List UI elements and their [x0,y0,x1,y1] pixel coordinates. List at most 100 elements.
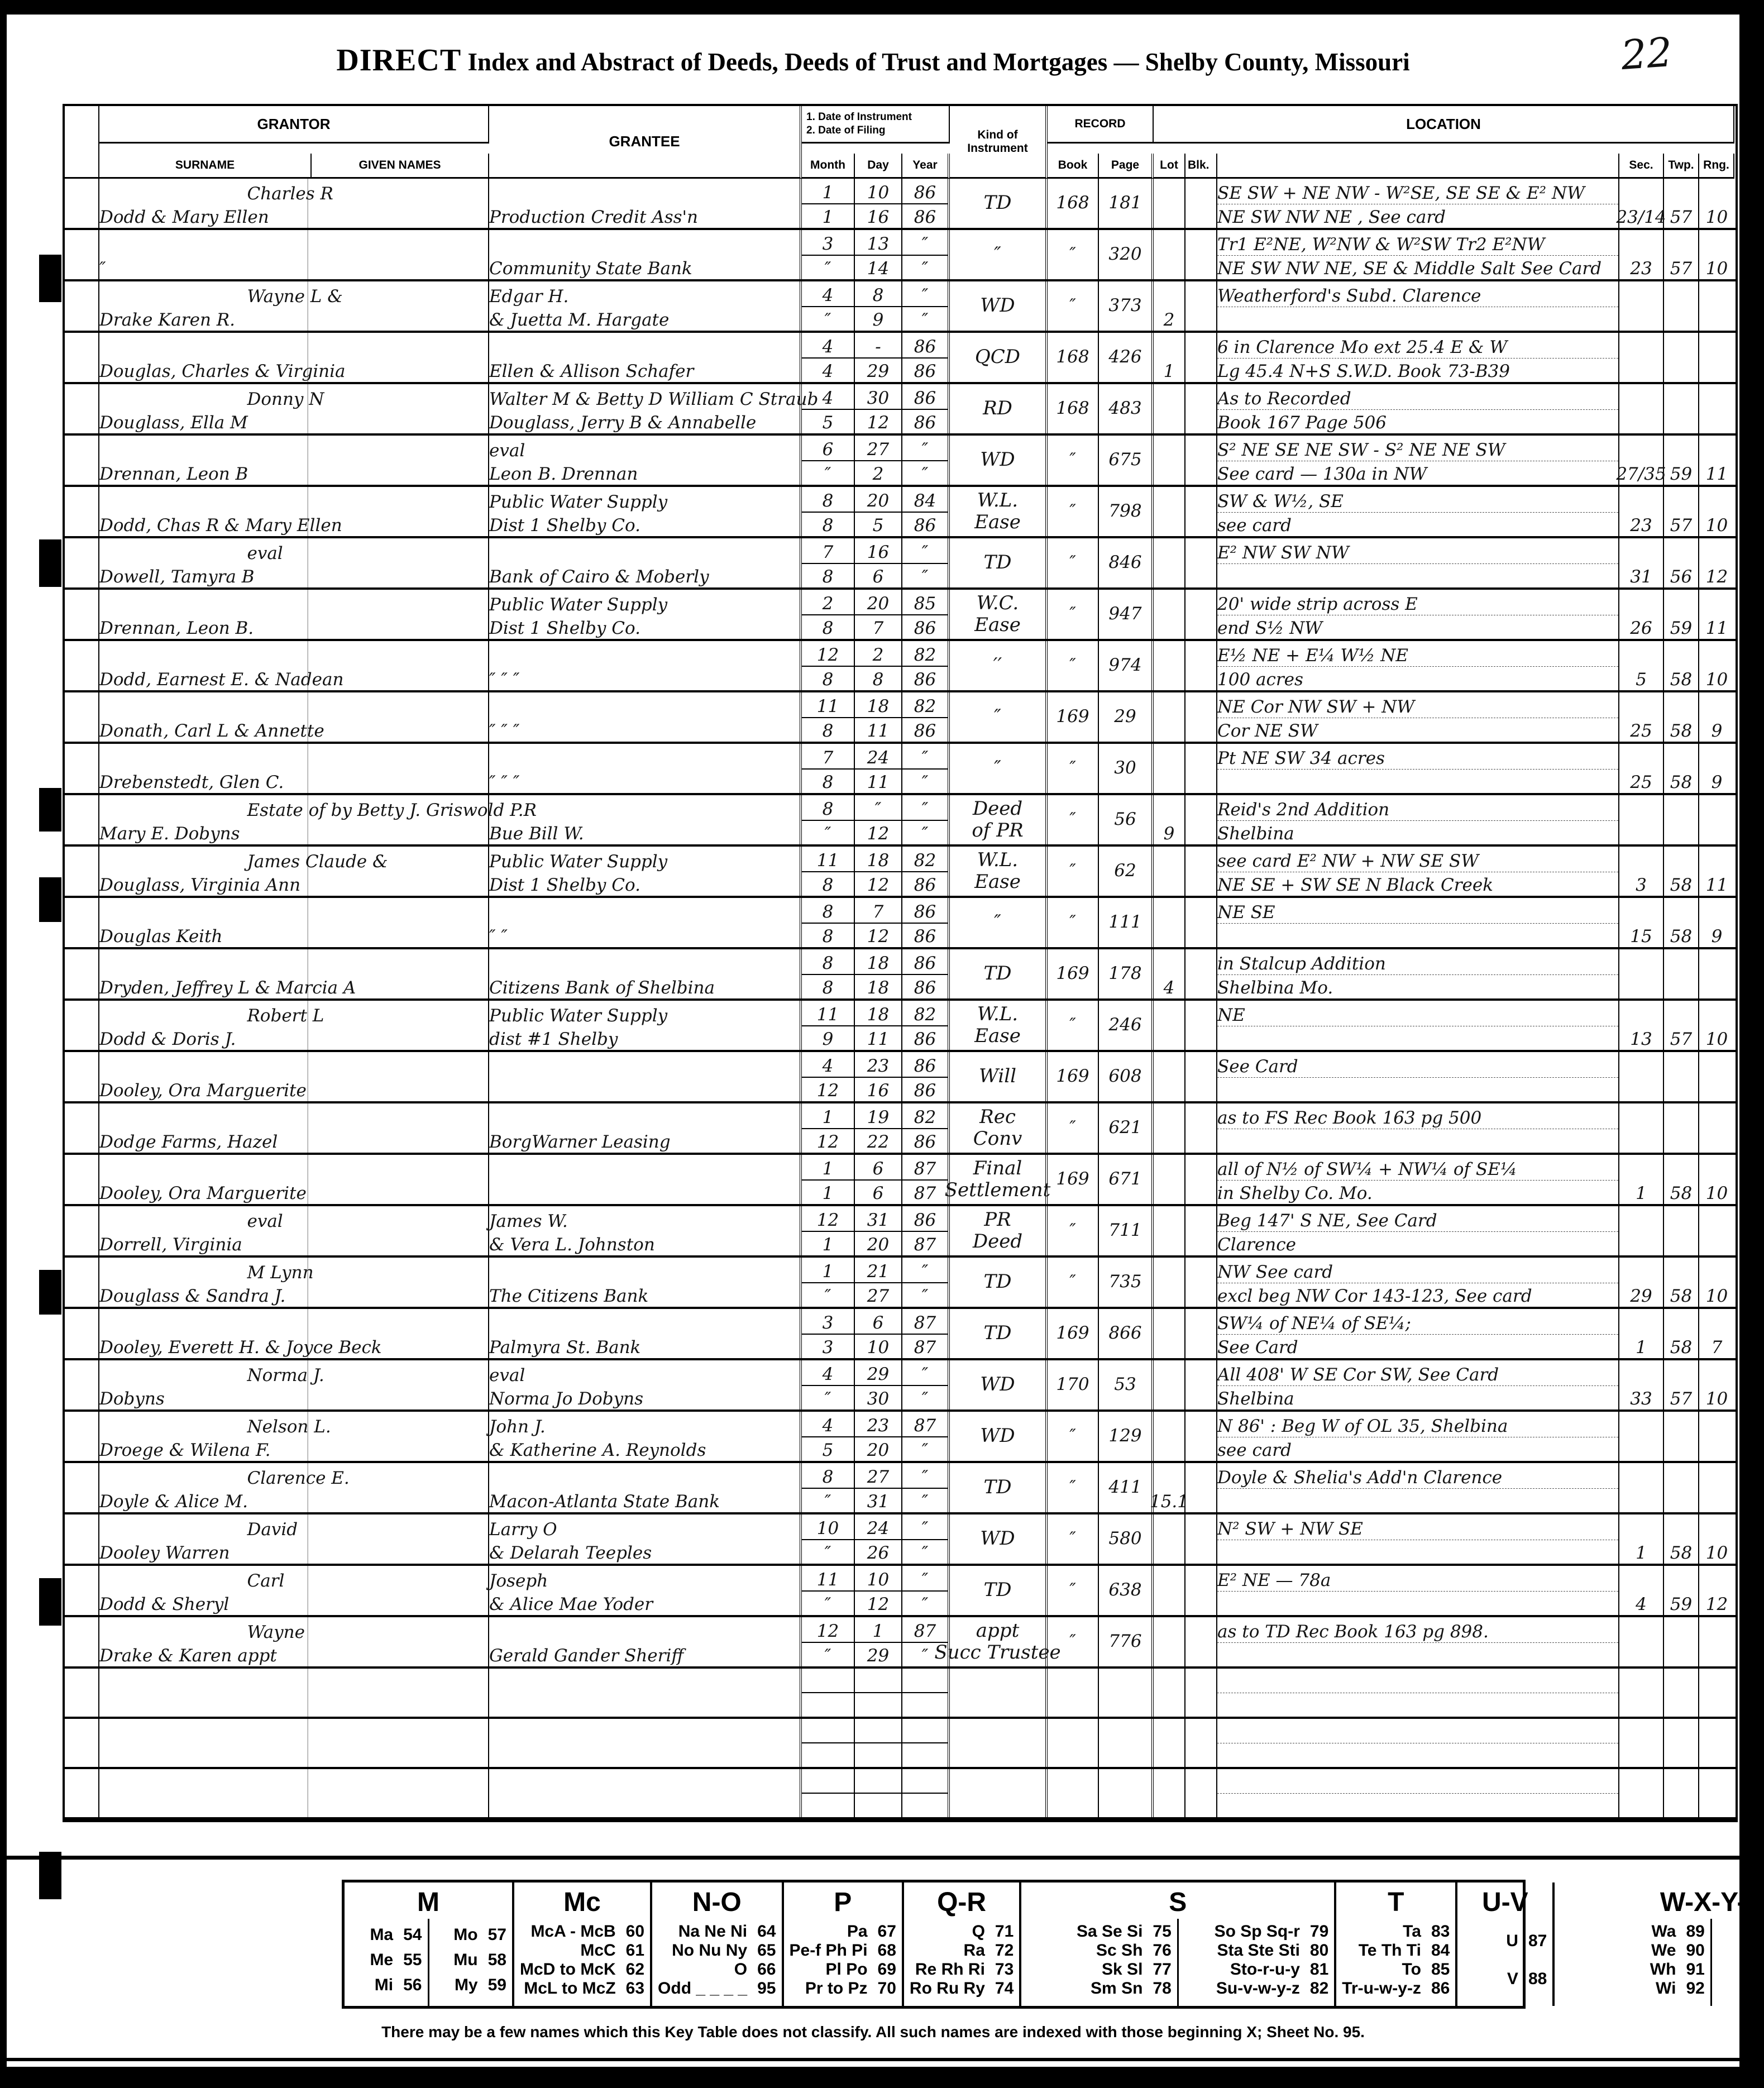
key-item: Tr-u-w-y-z 86 [1342,1979,1450,1998]
hand-line: 9 [855,307,901,331]
hand-line: 12 [855,872,901,896]
handwritten-text: 33 [1630,1389,1652,1409]
handwritten-text: 5 [822,413,834,433]
hand-line: 87 [902,1413,948,1437]
handwritten-text: ″ ″ ″ [489,772,520,793]
page-cell: 735 [1099,1258,1154,1307]
key-column: Wa 89 We 90 Wh 91 Wi 92 [1555,1919,1710,2006]
blk-cell [1185,487,1217,536]
day-cell: 18 18 [855,949,902,998]
key-group: Q-R Q 71 Ra 72 Re Rh Ri 73 Ro Ru Ry 74 [904,1882,1022,2006]
handwritten-text: Dooley, Ora Marguerite [99,1081,307,1101]
handwritten-text: 12 [1705,567,1728,587]
handwritten-text: 5 [822,1440,834,1461]
handwritten-text: WD [980,294,1015,317]
handwritten-text: Droege & Wilena F. [99,1440,271,1461]
handwritten-text: ″ [1069,295,1076,316]
handwritten-text: ″ [921,1492,929,1512]
handwritten-text: ″ [994,243,1001,266]
key-item: Wh 91 [1560,1960,1705,1979]
handwritten-text: Ellen & Allison Schafer [489,361,694,382]
handwritten-text: 87 [914,1235,936,1255]
handwritten-text: 6 [872,1313,884,1334]
handwritten-text: ″ [921,285,929,306]
hand-line [1154,1181,1184,1204]
hand-line [1217,770,1618,793]
key-group: S Sa Se Si 75 Sc Sh 76 Sk Sl 77 Sm Sn 78 So Sp Sq… [1021,1882,1337,2006]
handwritten-text: 10 [1705,1543,1728,1564]
handwritten-text: 6 [872,1159,884,1179]
key-item-range: Ra [963,1941,985,1960]
month-cell [802,1669,855,1717]
handwritten-text: W.L. [977,489,1019,512]
hand-line: Dodd, Chas R & Mary Ellen [99,513,488,536]
key-group: T Ta 83 Te Th Ti 84 To 85 Tr-u-w-y-z 86 [1336,1882,1458,2006]
handwritten-text: Douglas, Charles & Virginia [99,361,346,382]
hand-line [489,1181,800,1204]
hand-line: 15 [1619,924,1663,947]
hand-line: Citizens Bank of Shelbina [489,975,800,998]
handwritten-text: 8 [822,618,834,639]
hand-line [489,797,800,821]
hand-line: 18 [855,975,901,998]
rng-cell: 11 [1699,590,1734,639]
handwritten-text: Rec [979,1105,1016,1128]
page-cell: 62 [1099,847,1154,896]
book-cell: ″ [1048,590,1099,639]
handwritten-text: 638 [1108,1580,1142,1600]
handwritten-text: ″ [874,799,882,820]
handwritten-text: Public Water Supply [489,1006,668,1026]
key-item: Ta 83 [1342,1922,1450,1941]
month-cell: 1 12 [802,1103,855,1153]
col-page: Page [1099,154,1154,179]
ledger-row: James Claude & Douglass, Virginia Ann Publ… [65,847,1736,898]
grantor-cell: Clarence E. Doyle & Alice M. [99,1463,489,1512]
sec-cell: 29 [1619,1258,1664,1307]
hand-line: 86 [902,1207,948,1232]
handwritten-text: 86 [914,1029,936,1050]
handwritten-text: 86 [914,978,936,998]
book-cell: ″ [1048,1001,1099,1050]
handwritten-text: 57 [1670,515,1693,536]
key-column: Ta 83 Te Th Ti 84 To 85 Tr-u-w-y-z 86 [1336,1919,1455,2006]
handwritten-text: 30 [1114,758,1136,778]
hand-line: Joseph [489,1568,800,1592]
key-item-range: Q [972,1922,985,1941]
hand-line [1154,564,1184,587]
key-item-number: 72 [995,1941,1014,1960]
book-cell: ″ [1048,744,1099,793]
handwritten-text: 86 [914,361,936,382]
hand-line [1699,1129,1734,1153]
hand-line: 86 [902,334,948,359]
month-cell: 4 12 [802,1052,855,1101]
handwritten-text: WD [980,1527,1015,1550]
handwritten-text: Tr1 E²NE, W²NW & W²SW Tr2 E²NW [1217,235,1545,255]
hand-line: 12 [802,1129,854,1153]
handwritten-text: Public Water Supply [489,852,668,872]
lot-cell [1154,1206,1185,1255]
rng-cell [1699,1052,1734,1101]
key-item: Sto-r-u-y 81 [1184,1960,1328,1979]
handwritten-text: 15.1 [1149,1492,1189,1512]
handwritten-text: N² SW + NW SE [1217,1519,1363,1540]
twp-cell: 57 [1664,487,1699,536]
twp-cell [1664,949,1699,998]
hand-line: 86 [902,385,948,410]
hand-line: 29 [855,1643,901,1666]
year-cell: 87 ″ [902,1412,950,1461]
handwritten-text: Drake & Karen appt [99,1646,277,1666]
book-cell: ″ [1048,1258,1099,1307]
handwritten-text: 58 [1670,721,1693,742]
hand-line: ″ [902,307,948,331]
hand-line: Wayne L & [99,284,488,307]
hand-line: Doyle & Alice M. [99,1489,488,1512]
book-cell: ″ [1048,641,1099,690]
kind-of-instrument-cell: WD [950,281,1048,331]
book-cell: ″ [1048,230,1099,279]
handwritten-text: 168 [1056,193,1089,213]
handwritten-text: ″ [824,1286,831,1307]
key-item: Wa 89 [1560,1922,1705,1941]
hand-line: Palmyra St. Bank [489,1335,800,1358]
col-rng: Rng. [1699,154,1734,179]
